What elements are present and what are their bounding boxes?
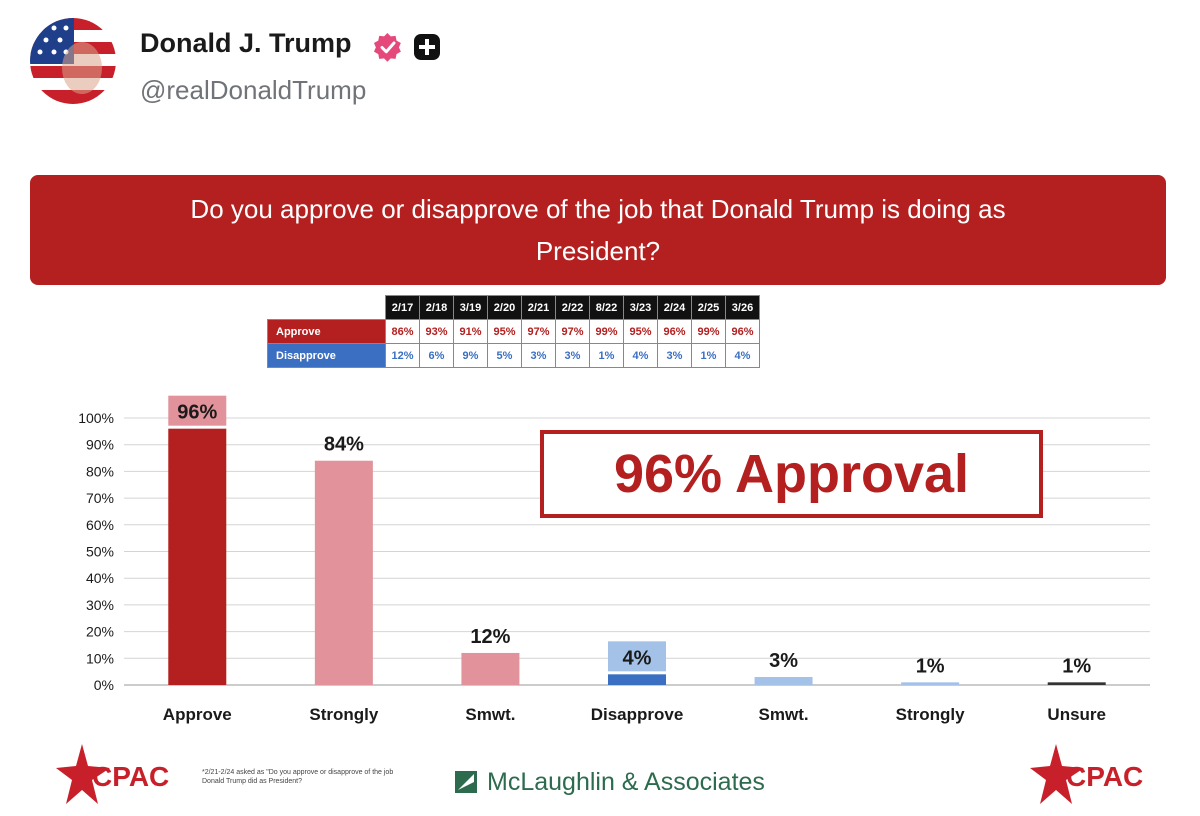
pollster-name: McLaughlin & Associates — [487, 768, 765, 796]
history-cell: 3% — [657, 343, 692, 368]
y-tick-label: 90% — [86, 437, 114, 453]
history-date: 2/25 — [691, 295, 726, 320]
avatar-flag-image — [30, 18, 116, 104]
history-cell: 96% — [725, 319, 760, 344]
history-approve-row: Approve 86% 93% 91% 95% 97% 97% 99% 95% … — [267, 319, 760, 344]
bar — [754, 676, 813, 685]
history-cell: 1% — [691, 343, 726, 368]
bar-value-label: 96% — [177, 402, 217, 424]
poll-slide-image: Do you approve or disapprove of the job … — [0, 148, 1200, 816]
author-name[interactable]: Donald J. Trump — [140, 28, 352, 58]
approval-history-table: 2/17 2/18 3/19 2/20 2/21 2/22 8/22 3/23 … — [267, 295, 760, 368]
history-cell: 97% — [521, 319, 556, 344]
history-cell: 12% — [385, 343, 420, 368]
bar-value-label: 1% — [1062, 655, 1091, 677]
cpac-star-logo: CPAC — [56, 744, 169, 804]
y-tick-label: 70% — [86, 490, 114, 506]
history-date: 2/20 — [487, 295, 522, 320]
post-header: Donald J. Trump @realDonaldTrump — [0, 0, 1200, 140]
cpac-logo-text: CPAC — [92, 761, 169, 792]
y-tick-label: 30% — [86, 597, 114, 613]
history-cell: 99% — [589, 319, 624, 344]
history-cell: 91% — [453, 319, 488, 344]
y-tick-label: 0% — [94, 677, 114, 693]
cpac-logo-text: CPAC — [1066, 761, 1143, 792]
approval-callout-text: 96% Approval — [613, 444, 970, 504]
history-date: 2/22 — [555, 295, 590, 320]
history-row-label: Approve — [267, 319, 386, 344]
bar — [901, 682, 960, 685]
y-tick-label: 100% — [78, 410, 114, 426]
bar — [314, 460, 373, 685]
history-date: 3/23 — [623, 295, 658, 320]
plus-badge-icon — [414, 34, 440, 60]
y-tick-label: 50% — [86, 544, 114, 560]
bar — [608, 674, 666, 685]
question-line-1: Do you approve or disapprove of the job … — [190, 194, 1006, 224]
bar — [168, 428, 227, 685]
value-label-highlight — [168, 395, 227, 426]
y-tick-label: 80% — [86, 463, 114, 479]
x-category-label: Strongly — [309, 705, 378, 724]
bar — [461, 652, 520, 685]
history-date: 2/18 — [419, 295, 454, 320]
value-label-highlight — [608, 641, 666, 672]
x-category-label: Smwt. — [465, 705, 515, 724]
history-cell: 3% — [555, 343, 590, 368]
bar-value-label: 1% — [916, 655, 945, 677]
history-cell: 95% — [487, 319, 522, 344]
x-category-label: Disapprove — [591, 705, 684, 724]
history-date: 2/24 — [657, 295, 692, 320]
bar-value-label: 12% — [470, 626, 510, 648]
y-tick-label: 60% — [86, 517, 114, 533]
history-disapprove-row: Disapprove 12% 6% 9% 5% 3% 3% 1% 4% 3% 1… — [267, 343, 760, 368]
history-date: 8/22 — [589, 295, 624, 320]
history-cell: 3% — [521, 343, 556, 368]
y-tick-label: 40% — [86, 570, 114, 586]
history-date: 3/19 — [453, 295, 488, 320]
history-cell: 9% — [453, 343, 488, 368]
author-handle[interactable]: @realDonaldTrump — [140, 75, 367, 105]
history-cell: 95% — [623, 319, 658, 344]
history-cell: 97% — [555, 319, 590, 344]
history-cell: 93% — [419, 319, 454, 344]
bar-value-label: 84% — [324, 434, 364, 456]
history-cell: 4% — [725, 343, 760, 368]
x-category-label: Approve — [163, 705, 232, 724]
history-cell: 86% — [385, 319, 420, 344]
history-date: 3/26 — [725, 295, 760, 320]
question-line-2: President? — [535, 236, 661, 266]
cpac-star-logo: CPAC — [1030, 744, 1143, 804]
history-row-label: Disapprove — [267, 343, 386, 368]
history-cell: 96% — [657, 319, 692, 344]
footnote: *2/21-2/24 asked as "Do you approve or d… — [202, 769, 394, 785]
question-banner: Do you approve or disapprove of the job … — [30, 175, 1166, 285]
x-category-label: Strongly — [896, 705, 965, 724]
history-header-row: 2/17 2/18 3/19 2/20 2/21 2/22 8/22 3/23 … — [267, 295, 760, 320]
bar-value-label: 3% — [769, 650, 798, 672]
approval-callout: 96% Approval — [540, 430, 1043, 518]
history-cell: 99% — [691, 319, 726, 344]
bar — [1047, 682, 1106, 685]
history-corner-cell — [267, 295, 386, 320]
history-date: 2/17 — [385, 295, 420, 320]
history-cell: 1% — [589, 343, 624, 368]
y-tick-label: 10% — [86, 650, 114, 666]
x-category-label: Unsure — [1047, 705, 1106, 724]
x-category-label: Smwt. — [759, 705, 809, 724]
approval-bar-chart: 0% 10% 20% 30% 40% 50% 60% 70% 80% 90% 100% 96% Appr… — [78, 395, 1150, 724]
history-cell: 4% — [623, 343, 658, 368]
history-date: 2/21 — [521, 295, 556, 320]
history-cell: 6% — [419, 343, 454, 368]
history-cell: 5% — [487, 343, 522, 368]
bar-value-label: 4% — [623, 647, 652, 669]
y-tick-label: 20% — [86, 624, 114, 640]
avatar[interactable] — [30, 18, 116, 104]
verified-badge-icon — [373, 32, 401, 62]
mclaughlin-logo-icon — [455, 771, 477, 793]
